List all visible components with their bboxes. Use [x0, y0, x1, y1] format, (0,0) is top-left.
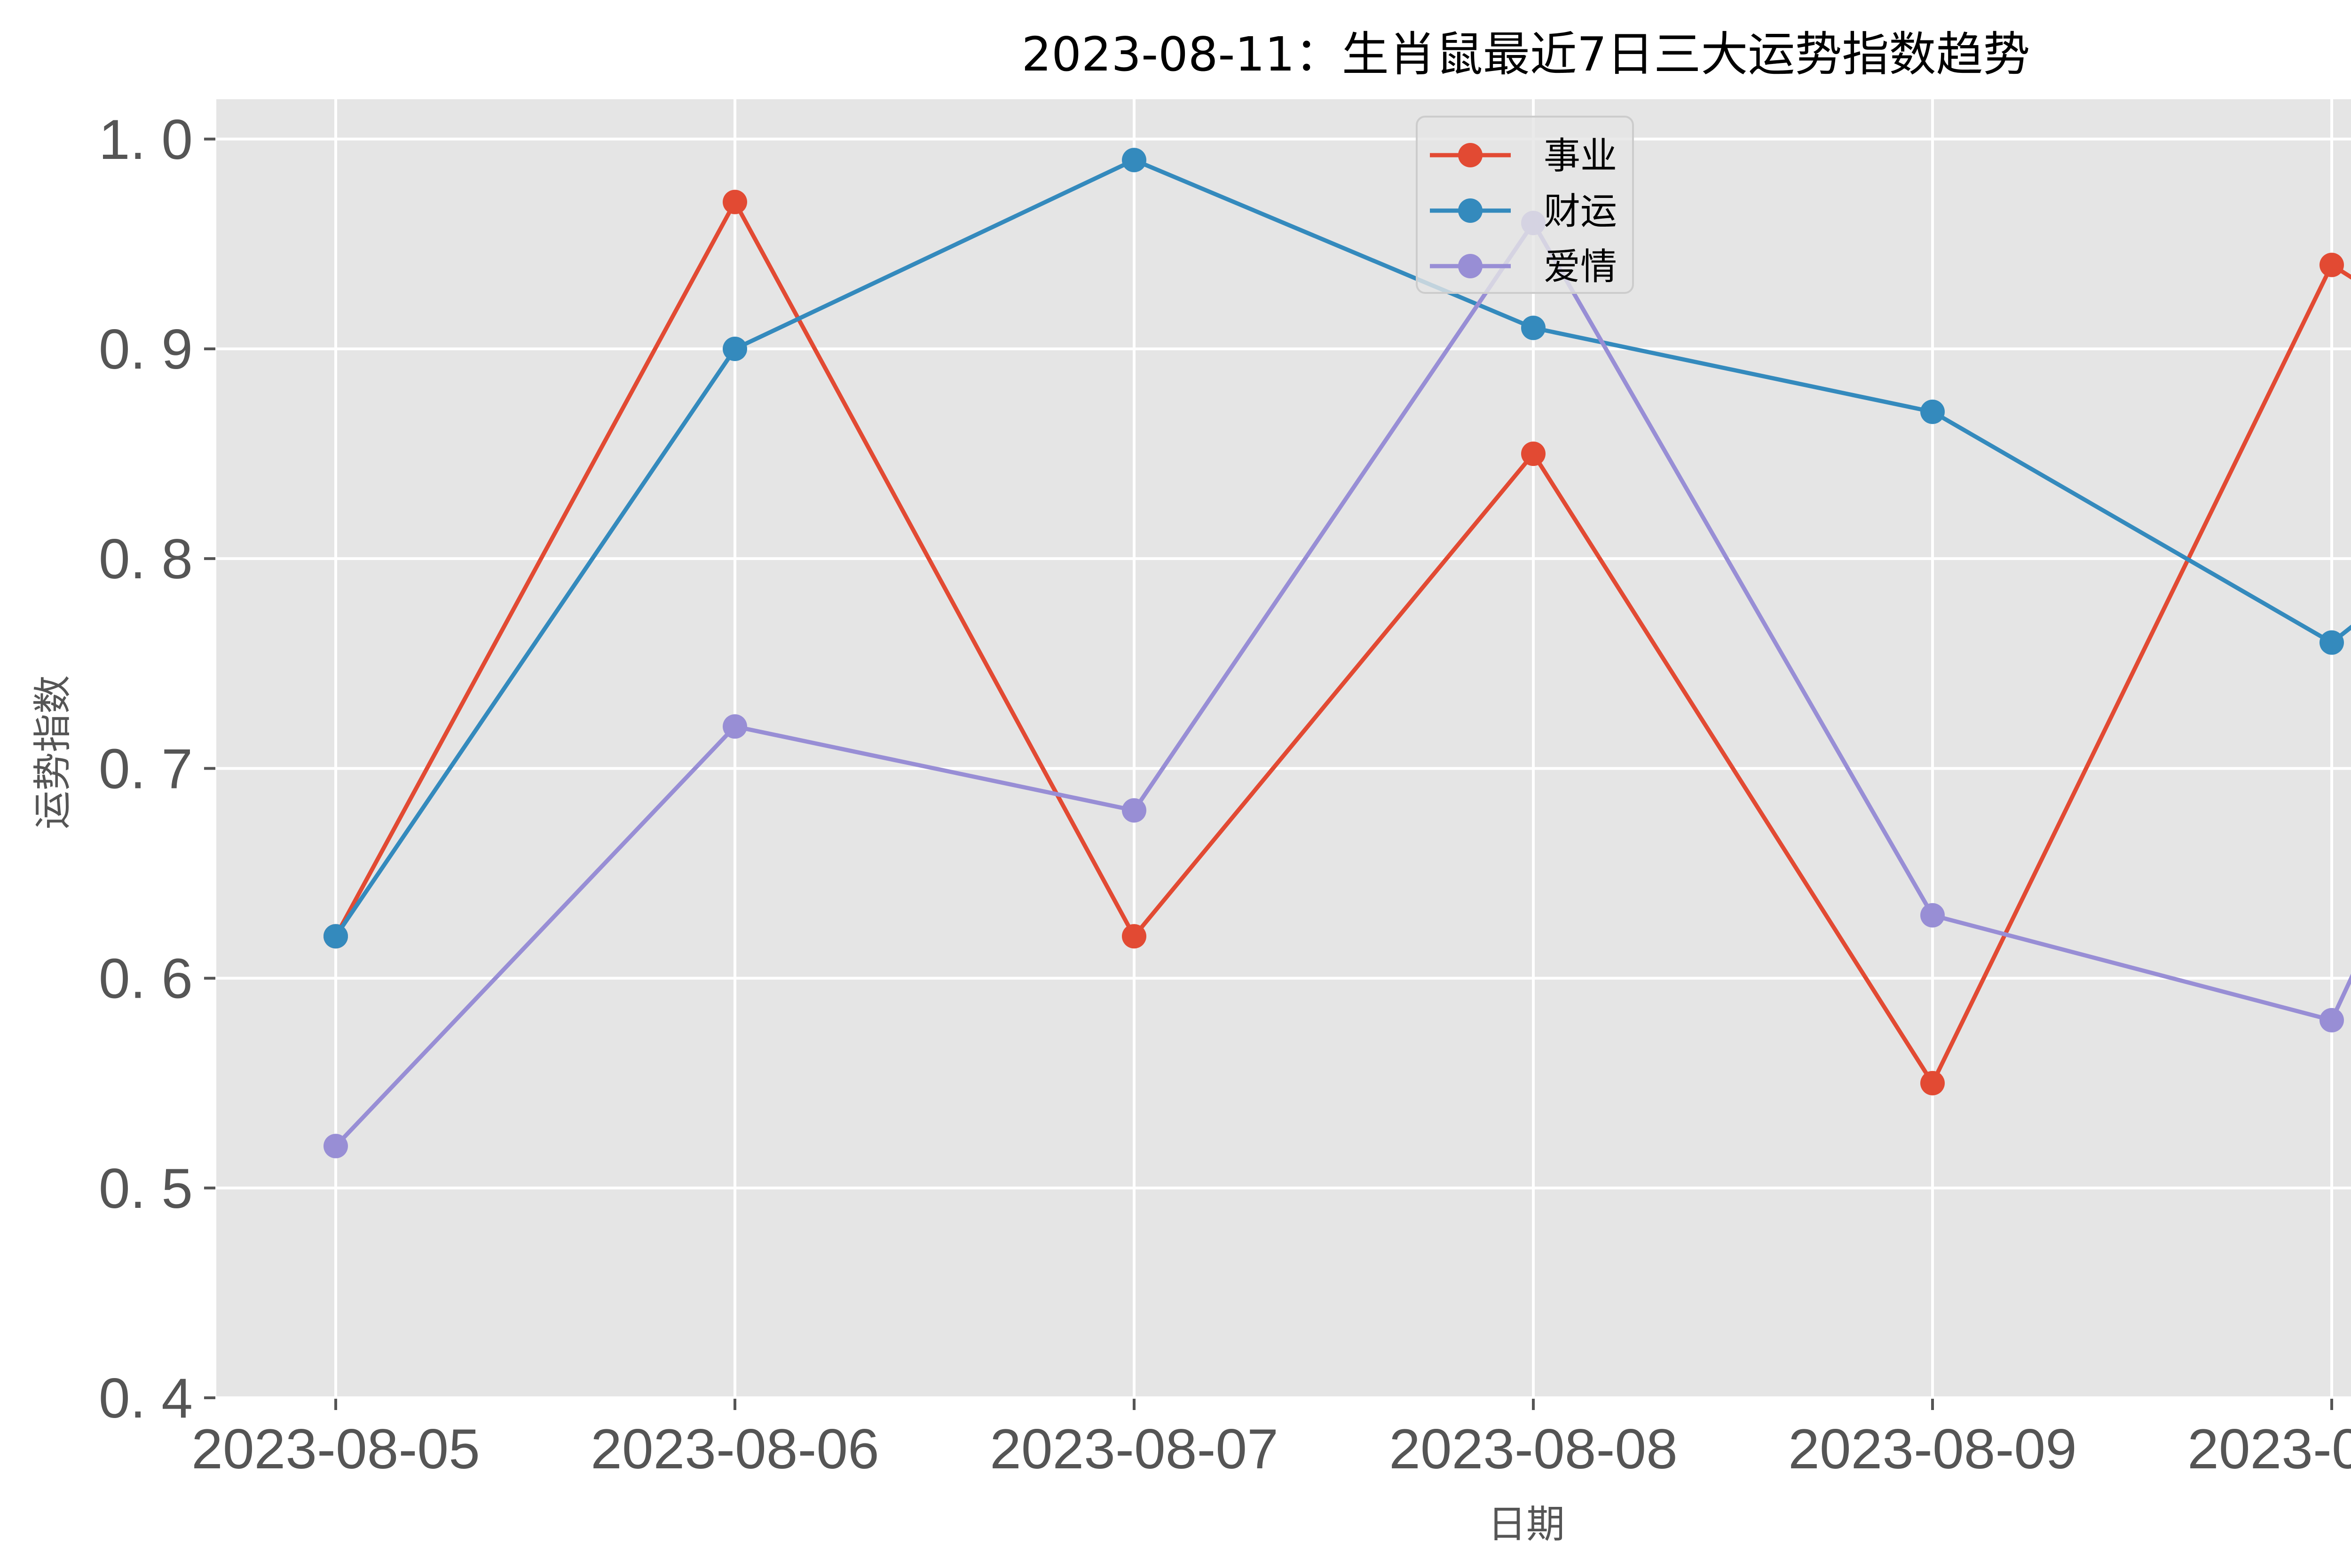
- legend-label: 事业: [1544, 135, 1617, 177]
- x-tick-label: 2023-08-05: [191, 1418, 480, 1481]
- data-point-marker: [323, 924, 348, 949]
- x-tick-label: 2023-08-09: [1788, 1418, 2077, 1481]
- data-point-marker: [1920, 1071, 1945, 1095]
- data-point-marker: [323, 1134, 348, 1158]
- y-tick-label: 0. 5: [99, 1157, 193, 1220]
- legend-marker-icon: [1458, 198, 1483, 223]
- data-point-marker: [1122, 924, 1146, 949]
- data-point-marker: [723, 714, 747, 739]
- legend-label: 财运: [1544, 190, 1617, 233]
- data-point-marker: [1920, 903, 1945, 928]
- chart-title: 2023-08-11：生肖鼠最近7日三大运势指数趋势: [1022, 27, 2030, 82]
- data-point-marker: [2319, 1008, 2344, 1032]
- x-axis-ticks: 2023-08-05 2023-08-06 2023-08-07 2023-08-08…: [191, 1399, 2351, 1481]
- y-tick-label: 1. 0: [99, 108, 193, 171]
- x-tick-label: 2023-08-07: [990, 1418, 1278, 1481]
- y-tick-label: 0. 4: [99, 1367, 193, 1430]
- y-tick-label: 0. 7: [99, 737, 193, 800]
- y-tick-label: 0. 8: [99, 528, 193, 591]
- x-tick-label: 2023-08-10: [2187, 1418, 2351, 1481]
- y-tick-label: 0. 9: [99, 318, 193, 381]
- data-point-marker: [723, 336, 747, 361]
- plot-area: [216, 99, 2351, 1398]
- y-axis-ticks: 0. 4 0. 5 0. 6 0. 7 0. 8 0. 9 1. 0: [99, 108, 215, 1430]
- legend-marker-icon: [1458, 254, 1483, 278]
- legend-marker-icon: [1458, 143, 1483, 167]
- data-point-marker: [1122, 148, 1146, 173]
- x-tick-label: 2023-08-08: [1389, 1418, 1678, 1481]
- legend-item: 爱情: [1430, 246, 1617, 288]
- data-point-marker: [1122, 798, 1146, 823]
- series-财运: [323, 148, 2351, 949]
- x-tick-label: 2023-08-06: [591, 1418, 879, 1481]
- data-point-marker: [1920, 399, 1945, 424]
- legend-item: 事业: [1430, 135, 1617, 177]
- legend-item: 财运: [1430, 190, 1617, 233]
- data-point-marker: [1521, 441, 1546, 466]
- y-axis-label: 运势指数: [31, 675, 75, 829]
- data-point-marker: [2319, 252, 2344, 277]
- x-axis-label: 日期: [1488, 1502, 1565, 1547]
- data-point-marker: [1521, 315, 1546, 340]
- y-tick-label: 0. 6: [99, 947, 193, 1010]
- data-point-marker: [723, 189, 747, 214]
- data-point-marker: [2319, 630, 2344, 655]
- legend-label: 爱情: [1544, 246, 1617, 288]
